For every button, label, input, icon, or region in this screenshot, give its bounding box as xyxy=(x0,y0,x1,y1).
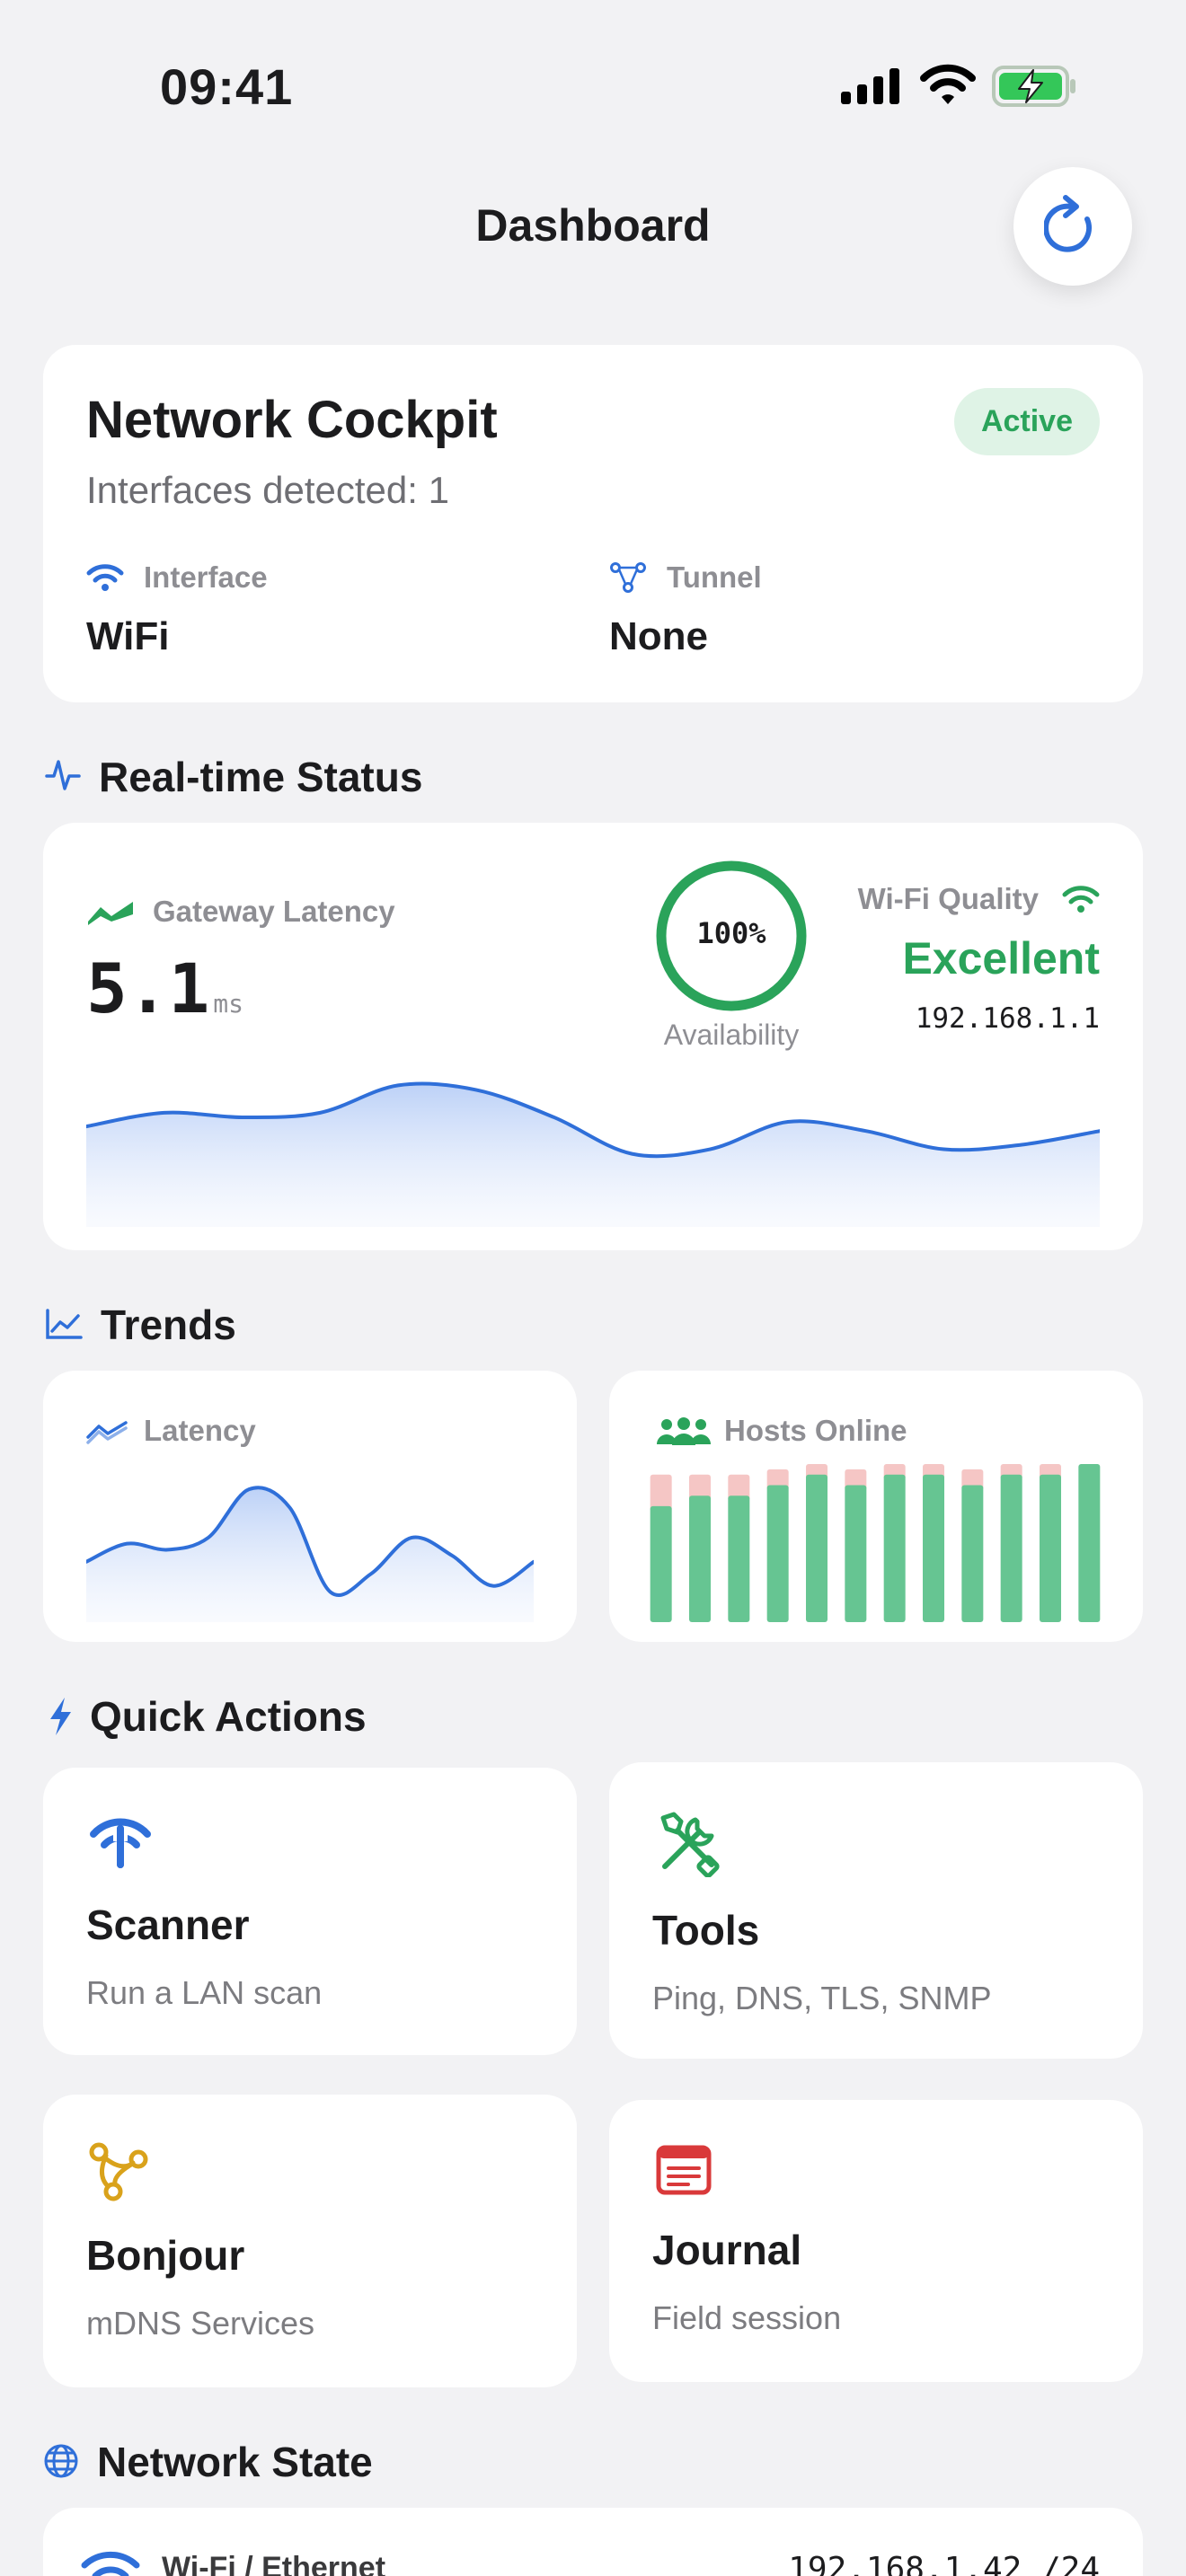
cockpit-title: Network Cockpit xyxy=(86,391,498,449)
latency-trend-card[interactable]: Latency xyxy=(43,1371,577,1642)
hosts-online-label: Hosts Online xyxy=(724,1414,907,1447)
wifi-quality-label: Wi-Fi Quality xyxy=(857,882,1039,915)
interfaces-count: Interfaces detected: 1 xyxy=(86,469,449,511)
bar-online-0 xyxy=(650,1505,672,1622)
status-time: 09:41 xyxy=(160,58,294,115)
availability-label: Availability xyxy=(663,1019,800,1051)
availability-ring: 100% xyxy=(654,859,809,1013)
trend-chart-icon xyxy=(45,1308,83,1340)
globe-icon xyxy=(43,2443,79,2479)
hosts-online-chart xyxy=(650,1464,1101,1622)
bar-online-7 xyxy=(923,1474,944,1622)
interface-value: WiFi xyxy=(86,614,170,658)
tools-subtitle: Ping, DNS, TLS, SNMP xyxy=(652,1980,992,2016)
area-fill xyxy=(86,1083,1100,1227)
scanner-action-card[interactable]: Scanner Run a LAN scan xyxy=(43,1768,577,2055)
realtime-section-title: Real-time Status xyxy=(99,754,423,800)
journal-subtitle: Field session xyxy=(652,2299,842,2336)
status-badge: Active xyxy=(953,388,1100,455)
battery-charging-icon xyxy=(992,65,1078,108)
bar-online-5 xyxy=(845,1485,867,1622)
tunnel-label: Tunnel xyxy=(667,560,762,594)
series-line xyxy=(86,1081,1100,1159)
cellular-signal-icon xyxy=(839,66,902,106)
latency-unit: ms xyxy=(213,989,243,1019)
realtime-latency-chart xyxy=(86,1081,1100,1227)
network-address: 192.168.1.42 /24 xyxy=(788,2551,1100,2576)
bonjour-action-card[interactable]: Bonjour mDNS Services xyxy=(43,2095,577,2387)
scanner-title: Scanner xyxy=(86,1901,250,1948)
people-icon xyxy=(656,1417,712,1446)
bar-online-9 xyxy=(1000,1474,1022,1622)
tunnel-icon xyxy=(609,560,647,595)
bar-online-6 xyxy=(883,1474,906,1622)
bar-offline-2 xyxy=(728,1474,750,1502)
tools-icon xyxy=(654,1809,722,1878)
tools-title: Tools xyxy=(652,1907,760,1954)
network-cockpit-card: Network Cockpit Active Interfaces detect… xyxy=(43,345,1143,702)
network-interface-label: Wi-Fi / Ethernet xyxy=(162,2551,386,2576)
pulse-icon xyxy=(45,756,81,794)
bar-offline-0 xyxy=(650,1474,672,1512)
network-state-card: Wi-Fi / Ethernet 192.168.1.42 /24 xyxy=(43,2508,1143,2576)
journal-action-card[interactable]: Journal Field session xyxy=(609,2100,1143,2382)
bar-online-11 xyxy=(1078,1464,1101,1622)
bar-online-1 xyxy=(689,1495,711,1622)
bar-online-10 xyxy=(1040,1474,1061,1622)
tunnel-value: None xyxy=(609,614,708,658)
journal-title: Journal xyxy=(652,2227,802,2273)
bar-online-4 xyxy=(806,1474,828,1622)
gateway-ip: 192.168.1.1 xyxy=(915,1002,1100,1035)
bar-online-2 xyxy=(728,1495,750,1622)
quick-actions-section-title: Quick Actions xyxy=(90,1693,367,1740)
bar-online-8 xyxy=(961,1485,984,1622)
latency-trend-icon xyxy=(86,898,135,925)
refresh-icon xyxy=(1044,195,1092,252)
bar-online-3 xyxy=(766,1485,789,1622)
bonjour-title: Bonjour xyxy=(86,2232,245,2279)
bar-offline-1 xyxy=(689,1474,711,1502)
series-line xyxy=(86,1486,534,1597)
wifi-icon xyxy=(86,562,124,593)
scanner-subtitle: Run a LAN scan xyxy=(86,1974,323,2011)
trends-section-title: Trends xyxy=(101,1301,236,1348)
wifi-quality-icon xyxy=(1062,884,1100,914)
journal-icon xyxy=(656,2145,712,2195)
availability-value: 100% xyxy=(696,916,766,950)
scanner-icon xyxy=(88,1816,153,1870)
wifi-status-icon xyxy=(920,63,976,106)
latency-trend-chart xyxy=(86,1486,534,1622)
gateway-latency-label: Gateway Latency xyxy=(153,895,395,928)
bonjour-subtitle: mDNS Services xyxy=(86,2305,315,2342)
interface-label: Interface xyxy=(144,560,268,594)
latency-value: 5.1 ms xyxy=(86,948,243,1028)
realtime-status-card: Gateway Latency 5.1 ms 100% Availability… xyxy=(43,823,1143,1250)
tools-action-card[interactable]: Tools Ping, DNS, TLS, SNMP xyxy=(609,1762,1143,2059)
hosts-online-card[interactable]: Hosts Online xyxy=(609,1371,1143,1642)
latency-trend-label: Latency xyxy=(144,1414,256,1447)
latency-number: 5.1 xyxy=(86,948,210,1028)
network-state-section-title: Network State xyxy=(97,2439,373,2485)
bolt-icon xyxy=(47,1696,74,1737)
network-wifi-icon xyxy=(81,2547,140,2576)
bonjour-icon xyxy=(86,2139,151,2204)
page-title: Dashboard xyxy=(475,200,711,251)
latency-wave-icon xyxy=(86,1417,128,1444)
refresh-button[interactable] xyxy=(1013,167,1132,286)
wifi-quality-value: Excellent xyxy=(902,933,1100,984)
